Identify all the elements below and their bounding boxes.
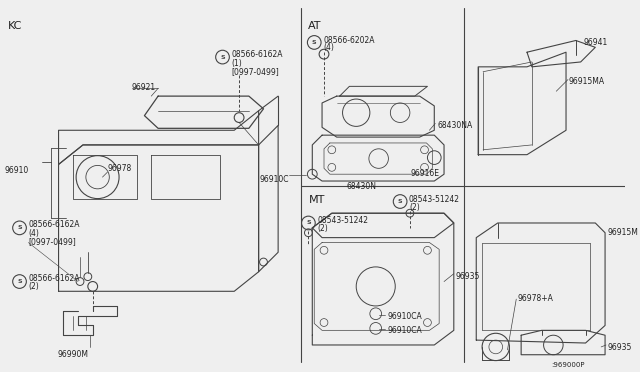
Text: 96941: 96941 [584,38,608,46]
Text: (2): (2) [317,224,328,233]
Text: 08566-6202A: 08566-6202A [323,36,374,45]
Text: 68430NA: 68430NA [437,121,472,129]
Text: S: S [306,221,310,225]
Text: :969000P: :969000P [551,362,585,368]
Text: AT: AT [308,21,322,31]
Text: 96935: 96935 [608,343,632,352]
Text: KC: KC [8,21,22,31]
Text: 96990M: 96990M [58,350,89,359]
Text: [0997-0499]: [0997-0499] [231,67,279,76]
Text: 08566-6162A: 08566-6162A [28,274,80,283]
Text: 08543-51242: 08543-51242 [317,216,368,225]
Text: S: S [17,225,22,230]
Text: 96921: 96921 [132,83,156,92]
Text: S: S [398,199,403,204]
Text: 96910CA: 96910CA [387,327,422,336]
Text: (2): (2) [409,203,420,212]
Text: 08543-51242: 08543-51242 [409,195,460,204]
Text: MT: MT [308,195,324,205]
Text: 96916E: 96916E [410,169,439,178]
Text: 08566-6162A: 08566-6162A [231,50,283,59]
Text: 96935: 96935 [456,272,480,281]
Text: (1): (1) [231,59,242,68]
Text: 96910: 96910 [5,166,29,175]
Text: 96978: 96978 [108,164,132,173]
Text: 96910C: 96910C [259,175,289,184]
Text: S: S [312,40,317,45]
Text: 08566-6162A: 08566-6162A [28,220,80,229]
Text: S: S [17,279,22,284]
Text: (4): (4) [28,229,39,238]
Text: 96978+A: 96978+A [517,294,553,303]
Text: 96915M: 96915M [607,228,638,237]
Text: S: S [220,55,225,60]
Text: (4): (4) [323,44,334,52]
Text: [0997-0499]: [0997-0499] [28,237,76,246]
Text: 96915MA: 96915MA [569,77,605,86]
Text: (2): (2) [28,282,39,291]
Text: 96910CA: 96910CA [387,312,422,321]
Text: 68430N: 68430N [346,182,376,191]
